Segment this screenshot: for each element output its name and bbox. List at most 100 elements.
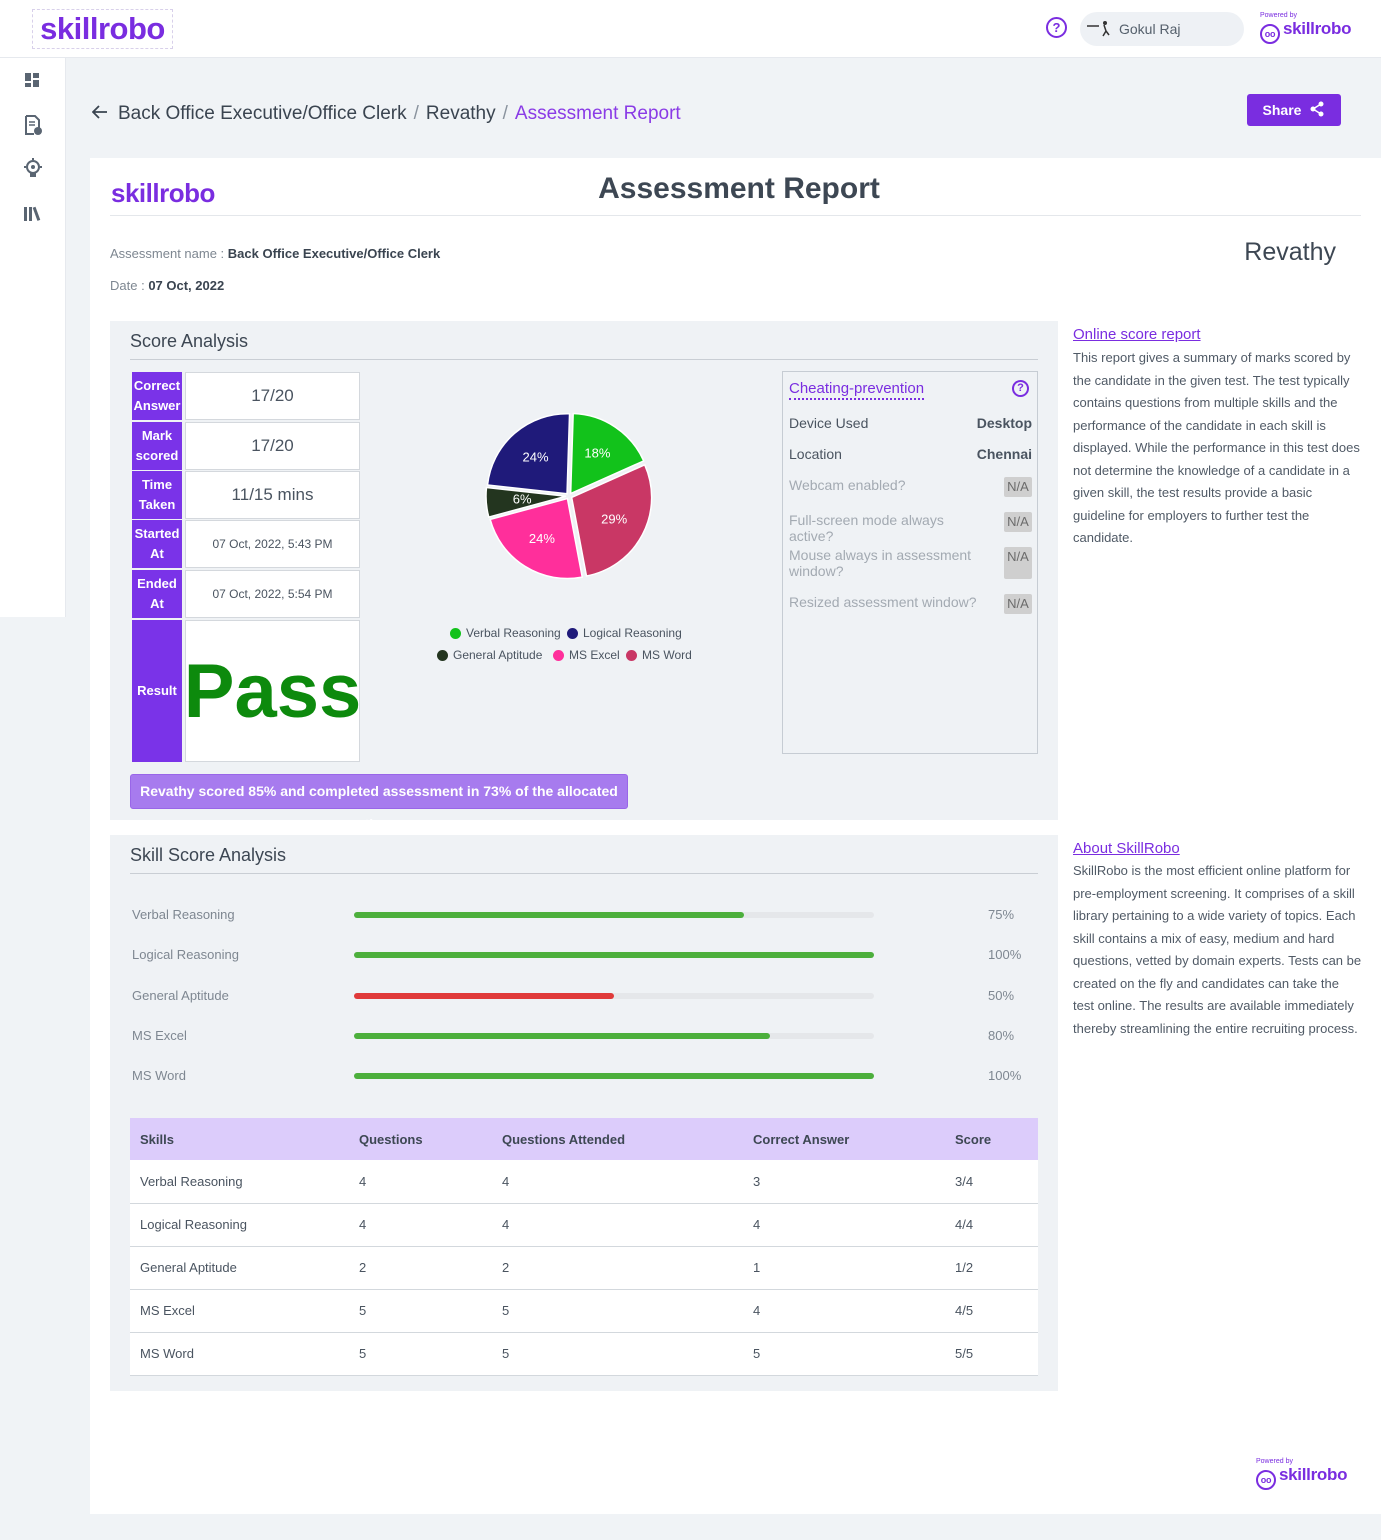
status-badge: N/A <box>1004 547 1032 579</box>
table-cell: MS Excel <box>130 1289 349 1333</box>
powered-logo: oo skillrobo <box>1260 19 1351 44</box>
legend-item-excel[interactable]: MS Excel <box>553 648 620 662</box>
app-logo[interactable]: skillrobo <box>32 9 173 49</box>
cheat-resized-row: Resized assessment window? N/A <box>789 594 1032 616</box>
cheating-prevention-title[interactable]: Cheating-prevention <box>789 380 925 400</box>
cheat-label: Full-screen mode always active? <box>789 512 944 544</box>
arrow-left-icon[interactable] <box>91 103 110 125</box>
pie-slice[interactable] <box>570 463 653 577</box>
table-cell: General Aptitude <box>130 1246 349 1290</box>
result-value: Pass <box>184 620 361 762</box>
status-badge: N/A <box>1004 594 1032 614</box>
legend-dot <box>567 627 578 639</box>
cheating-prevention-box: Cheating-prevention ? Device Used Deskto… <box>782 371 1038 754</box>
stat-value: 17/20 <box>185 422 360 470</box>
share-label: Share <box>1262 102 1302 118</box>
library-books-icon[interactable] <box>22 204 44 226</box>
pie-slice-label: 29% <box>601 512 627 527</box>
lightbulb-gear-icon[interactable] <box>22 158 44 180</box>
progress-fill <box>354 912 744 918</box>
skill-name: MS Word <box>132 1068 186 1083</box>
skill-percent: 50% <box>988 988 1015 1003</box>
legend-item-logical[interactable]: Logical Reasoning <box>567 626 682 640</box>
legend-dot <box>437 649 448 661</box>
skill-percent: 80% <box>988 1028 1015 1043</box>
powered-by-text: Powered by <box>1260 12 1297 19</box>
pie-slice[interactable] <box>485 486 567 519</box>
pie-slice[interactable] <box>489 497 584 580</box>
legend-dot <box>626 649 637 661</box>
divider <box>110 215 1361 216</box>
stat-label: Correct Answer <box>132 372 182 420</box>
table-cell: 5 <box>349 1289 492 1333</box>
pie-slice[interactable] <box>569 412 645 495</box>
result-label: Result <box>132 620 182 762</box>
progress-fill <box>354 1073 874 1079</box>
share-button[interactable]: Share <box>1247 94 1341 126</box>
skill-name: General Aptitude <box>132 988 229 1003</box>
pie-slice-label: 6% <box>513 492 532 507</box>
skill-percent: 75% <box>988 907 1015 922</box>
help-icon[interactable]: ? <box>1012 380 1029 397</box>
stat-label: Mark scored <box>132 422 182 470</box>
skill-pie-chart: 18% 29% 24% 6% 24% <box>485 412 653 580</box>
cheat-label: Device Used <box>789 415 869 431</box>
assessment-name-row: Assessment name : Back Office Executive/… <box>110 246 440 261</box>
legend-dot <box>450 627 461 639</box>
column-header: Correct Answer <box>743 1118 945 1160</box>
table-cell: 3 <box>743 1160 945 1204</box>
cheat-webcam-row: Webcam enabled? N/A <box>789 477 1032 499</box>
table-cell: 4 <box>349 1203 492 1247</box>
cheat-value: Chennai <box>976 446 1032 462</box>
dashboard-icon[interactable] <box>22 70 44 92</box>
divider <box>130 873 1038 874</box>
table-cell: 3/4 <box>945 1160 1038 1204</box>
progress-fill <box>354 993 614 999</box>
date-row: Date : 07 Oct, 2022 <box>110 278 224 293</box>
skill-score-title: Skill Score Analysis <box>130 845 287 865</box>
breadcrumb-candidate[interactable]: Revathy <box>425 103 496 124</box>
progress-track <box>354 993 874 999</box>
score-summary: Revathy scored 85% and completed assessm… <box>130 774 628 832</box>
progress-fill <box>354 1033 770 1039</box>
table-cell: 5 <box>349 1332 492 1376</box>
legend-item-word[interactable]: MS Word <box>626 648 692 662</box>
cheat-label: Webcam enabled? <box>789 477 906 493</box>
footer-logo: oo skillrobo <box>1256 1465 1347 1490</box>
assessment-doc-icon[interactable] <box>22 114 44 136</box>
legend-item-verbal[interactable]: Verbal Reasoning <box>450 626 561 640</box>
help-icon[interactable]: ? <box>1046 17 1067 38</box>
table-cell: 2 <box>349 1246 492 1290</box>
table-row: MS Word 5 5 5 5/5 <box>130 1332 1038 1376</box>
online-score-report-link[interactable]: Online score report <box>1073 326 1201 343</box>
cheat-mouse-row: Mouse always in assessment window? N/A <box>789 547 1032 581</box>
table-cell: 5 <box>492 1332 743 1376</box>
skill-bar-row: Verbal Reasoning 75% <box>132 905 1038 925</box>
stat-value: 11/15 mins <box>185 471 360 519</box>
skill-bar-row: MS Excel 80% <box>132 1026 1038 1046</box>
robot-icon: oo <box>1256 1470 1276 1490</box>
legend-item-general[interactable]: General Aptitude <box>437 648 542 662</box>
table-row: Logical Reasoning 4 4 4 4/4 <box>130 1203 1038 1247</box>
report-logo: skillrobo <box>111 178 215 208</box>
pie-slice[interactable] <box>486 413 571 495</box>
user-menu[interactable]: Gokul Raj <box>1080 12 1244 46</box>
progress-track <box>354 912 874 918</box>
breadcrumb-assessment[interactable]: Back Office Executive/Office Clerk <box>118 103 407 124</box>
about-skillrobo-link[interactable]: About SkillRobo <box>1073 840 1180 857</box>
table-row: Verbal Reasoning 4 4 3 3/4 <box>130 1160 1038 1204</box>
score-analysis-panel: Score Analysis Correct Answer 17/20 Mark s… <box>110 321 1058 832</box>
table-cell: Verbal Reasoning <box>130 1160 349 1204</box>
skill-name: Logical Reasoning <box>132 947 239 962</box>
user-name: Gokul Raj <box>1119 21 1181 37</box>
table-cell: 1/2 <box>945 1246 1038 1290</box>
assessment-name: Back Office Executive/Office Clerk <box>227 246 441 261</box>
skill-bar-row: Logical Reasoning 100% <box>132 945 1038 965</box>
stat-label: Ended At <box>132 570 182 618</box>
cheat-label: Location <box>789 446 842 462</box>
table-cell: 4 <box>492 1160 743 1204</box>
column-header: Score <box>945 1118 1038 1160</box>
breadcrumb-separator: / <box>413 103 419 124</box>
progress-track <box>354 952 874 958</box>
skill-bar-row: General Aptitude 50% <box>132 986 1038 1006</box>
